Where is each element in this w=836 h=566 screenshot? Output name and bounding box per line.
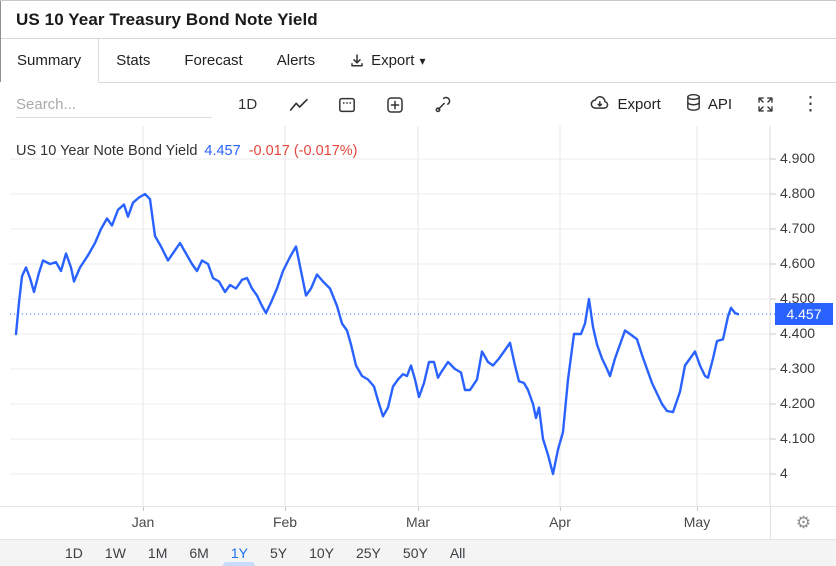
- price-badge: 4.457: [775, 303, 833, 326]
- tab-summary[interactable]: Summary: [0, 39, 100, 83]
- y-axis-label: 4.100: [780, 430, 816, 446]
- range-button-1w[interactable]: 1W: [104, 545, 126, 561]
- y-axis-label: 4.400: [780, 325, 816, 341]
- y-axis-label: 4.900: [780, 150, 816, 166]
- title-bar: US 10 Year Treasury Bond Note Yield: [0, 1, 836, 39]
- x-axis-label: Apr: [549, 514, 571, 530]
- range-button-1m[interactable]: 1M: [147, 545, 168, 561]
- last-price: 4.457: [204, 143, 241, 159]
- x-axis-label: Jan: [131, 514, 155, 530]
- cloud-export-icon: [589, 93, 611, 116]
- tab-export-label: Export: [371, 52, 415, 69]
- tab-forecast-label: Forecast: [184, 52, 243, 69]
- series-name: US 10 Year Note Bond Yield: [16, 143, 198, 159]
- range-selector-bar: 1D 1W 1M 6M 1Y 5Y 10Y 25Y 50Y All: [0, 539, 836, 566]
- x-axis-label: May: [683, 514, 711, 530]
- api-database-icon: [685, 93, 702, 116]
- download-icon: [349, 53, 365, 69]
- price-line-chart: [10, 126, 776, 506]
- tab-alerts-label: Alerts: [276, 52, 316, 69]
- chart-toolbar: 1D: [0, 83, 836, 126]
- range-button-10y[interactable]: 10Y: [309, 545, 334, 561]
- api-button-label: API: [707, 96, 732, 113]
- x-tick: [143, 507, 144, 511]
- price-series-line: [14, 192, 740, 476]
- search-input[interactable]: [16, 91, 212, 118]
- y-axis-label: 4: [780, 465, 788, 481]
- chart-area[interactable]: US 10 Year Note Bond Yield 4.457 -0.017 (-…: [0, 126, 836, 506]
- export-button[interactable]: Export: [589, 93, 661, 116]
- range-button-6m[interactable]: 6M: [189, 545, 209, 561]
- tab-summary-label: Summary: [17, 52, 82, 69]
- add-compare-icon[interactable]: [385, 95, 405, 115]
- range-button-50y[interactable]: 50Y: [402, 545, 428, 561]
- y-axis-label: 4.200: [780, 395, 816, 411]
- y-axis-label: 4.500: [780, 290, 816, 306]
- x-axis-label: Mar: [405, 514, 431, 530]
- range-button-1y[interactable]: 1Y: [223, 540, 256, 566]
- toolbar-right-group: Export API: [589, 93, 822, 116]
- line-chart-icon[interactable]: [289, 96, 309, 114]
- y-axis-label: 4.800: [780, 185, 816, 201]
- x-axis-label: Feb: [272, 514, 298, 530]
- settings-gear-icon[interactable]: ⚙: [795, 513, 812, 532]
- calendar-icon[interactable]: [337, 95, 357, 115]
- tab-forecast[interactable]: Forecast: [167, 39, 259, 82]
- fullscreen-icon[interactable]: [756, 95, 775, 114]
- tab-bar: Summary Stats Forecast Alerts Export ▾: [0, 39, 836, 83]
- range-button-all[interactable]: All: [449, 545, 466, 561]
- range-button-25y[interactable]: 25Y: [355, 545, 381, 561]
- search-box: [16, 91, 212, 118]
- x-axis: ⚙ Jan Feb Mar Apr May: [0, 506, 836, 539]
- export-button-label: Export: [617, 96, 661, 113]
- tab-stats-label: Stats: [116, 52, 151, 69]
- x-tick: [418, 507, 419, 511]
- tab-stats[interactable]: Stats: [99, 39, 167, 82]
- x-tick: [697, 507, 698, 511]
- range-button-1d[interactable]: 1D: [65, 545, 83, 561]
- tab-alerts[interactable]: Alerts: [260, 39, 332, 82]
- y-axis-label: 4.700: [780, 220, 816, 236]
- interval-button[interactable]: 1D: [234, 94, 261, 115]
- api-button[interactable]: API: [685, 93, 732, 116]
- chevron-down-icon: ▾: [419, 53, 426, 68]
- tab-export[interactable]: Export ▾: [332, 39, 442, 82]
- price-change: -0.017 (-0.017%): [248, 143, 358, 159]
- more-kebab-icon[interactable]: ⋮: [801, 94, 820, 115]
- y-axis-label: 4.300: [780, 360, 816, 376]
- chart-legend: US 10 Year Note Bond Yield 4.457 -0.017 (-…: [16, 143, 358, 159]
- page-title: US 10 Year Treasury Bond Note Yield: [16, 9, 318, 29]
- tools-wrench-icon[interactable]: [433, 95, 453, 115]
- axis-settings-cell: ⚙: [770, 507, 836, 539]
- range-button-5y[interactable]: 5Y: [269, 545, 288, 561]
- y-axis-label: 4.600: [780, 255, 816, 271]
- x-tick: [560, 507, 561, 511]
- x-tick: [285, 507, 286, 511]
